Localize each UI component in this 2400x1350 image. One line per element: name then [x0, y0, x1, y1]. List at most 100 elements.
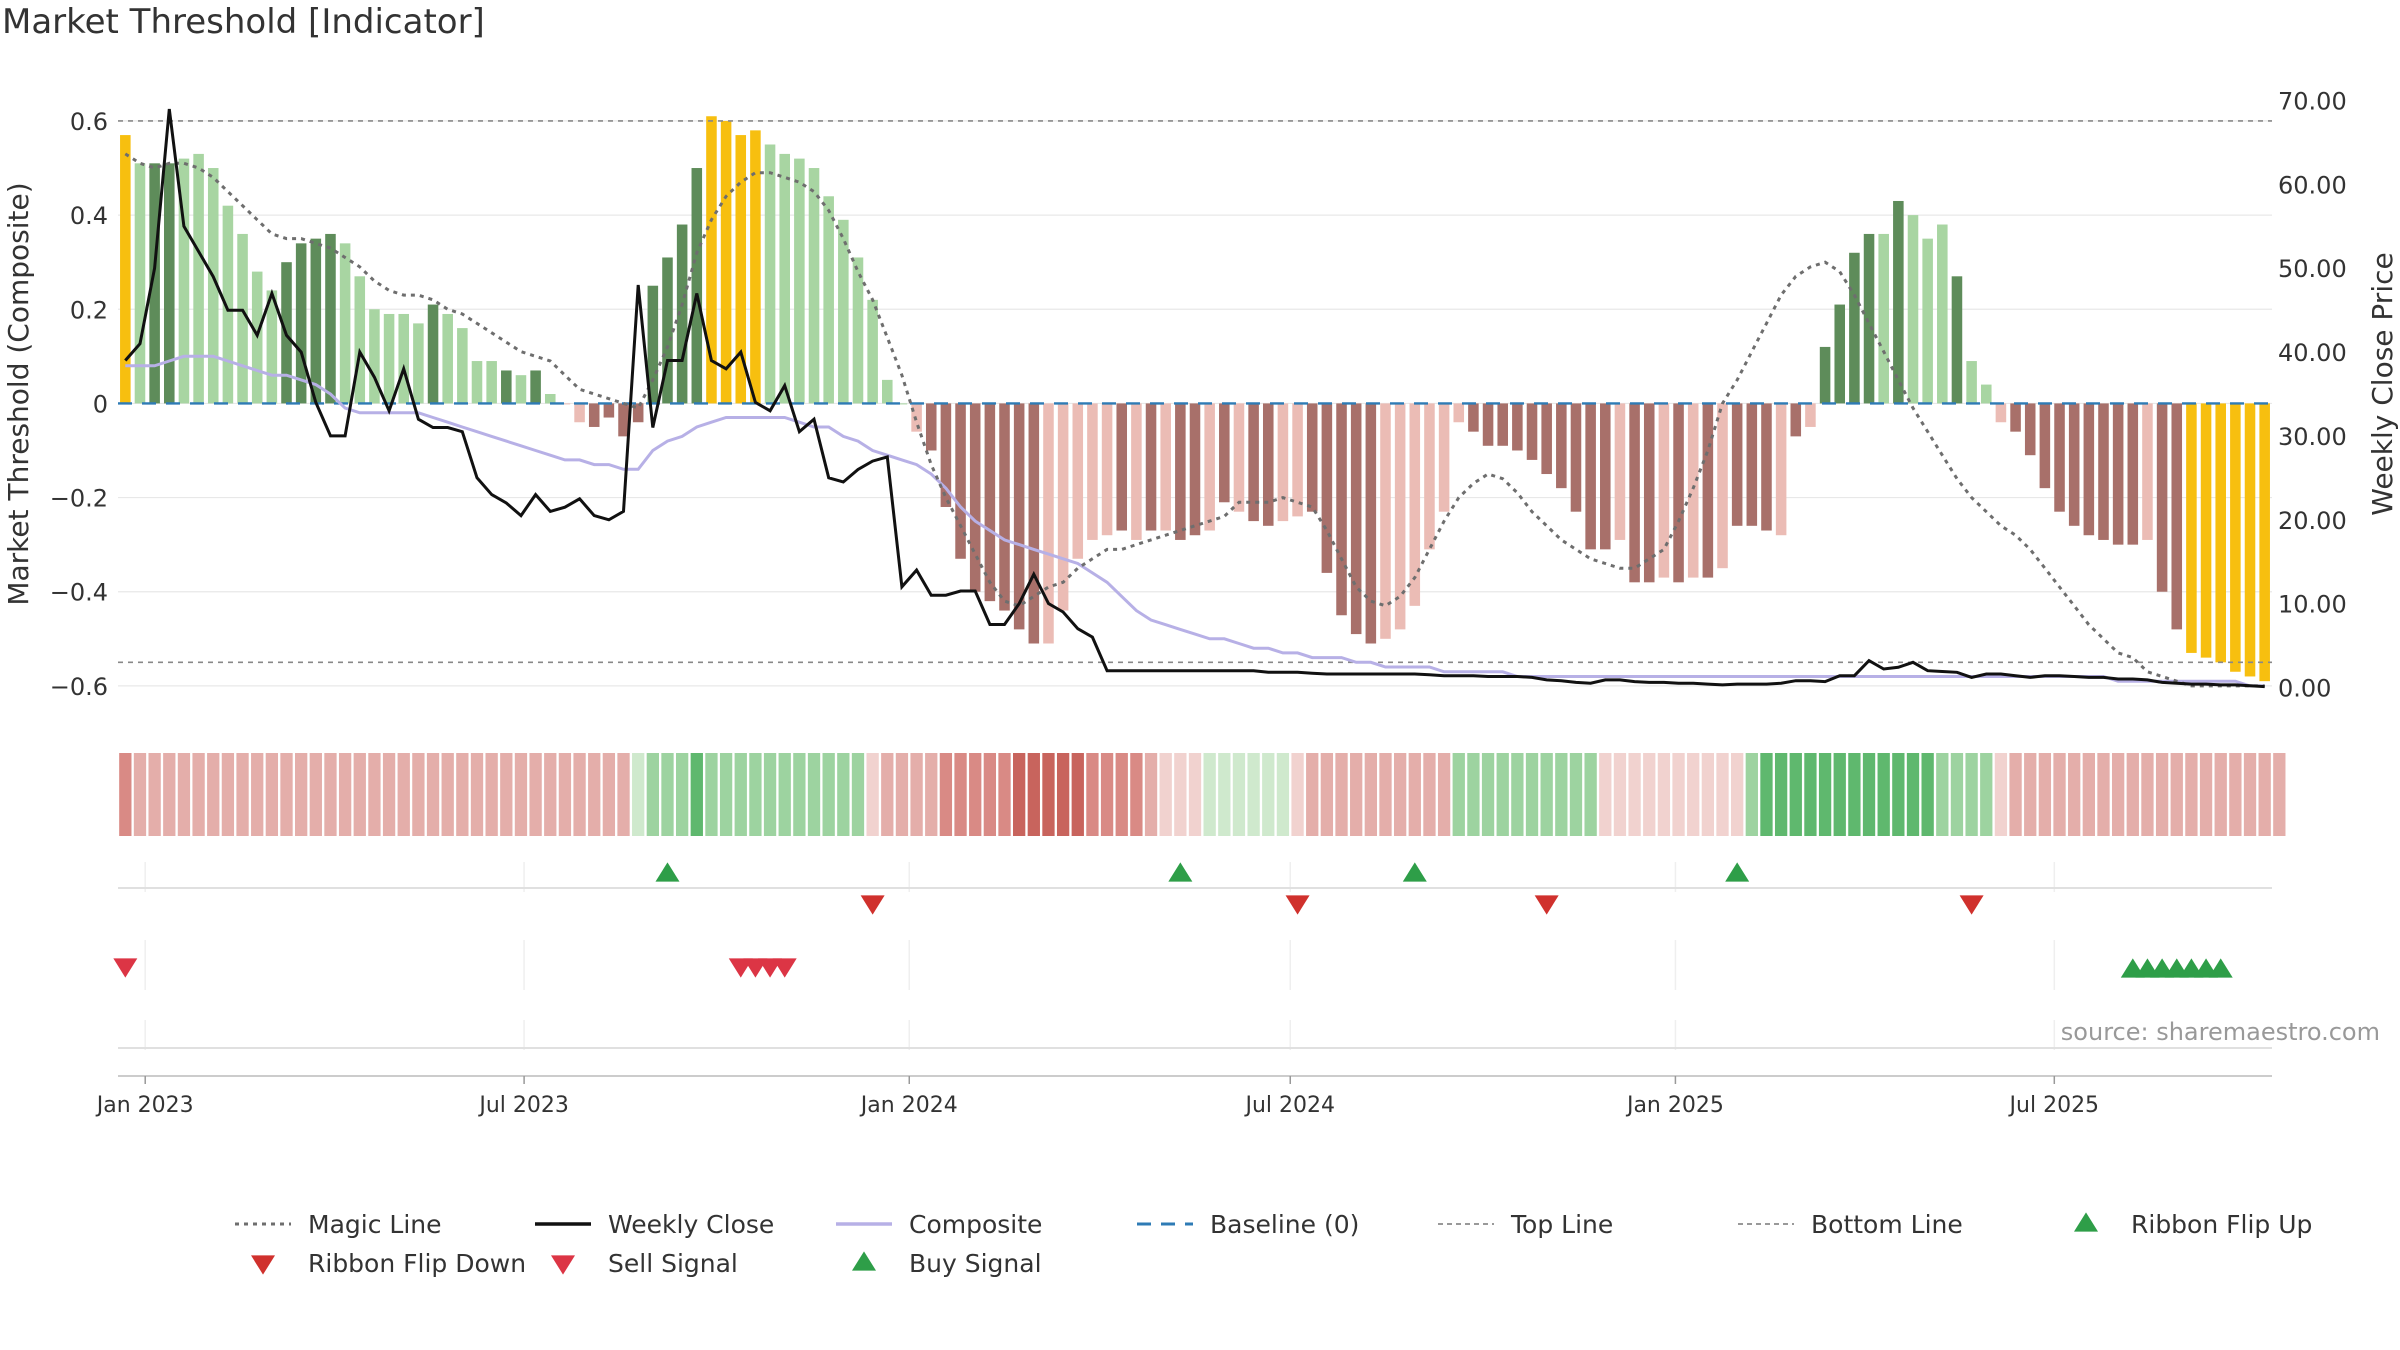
ribbon-flip-up-marker [1402, 862, 1427, 882]
ribbon-cell [1291, 753, 1304, 836]
ribbon-cell [2243, 753, 2257, 836]
y2-tick-label: 50.00 [2278, 255, 2347, 283]
y-tick-label: 0.4 [70, 202, 108, 230]
ribbon-cell [119, 753, 132, 836]
composite-bar [1570, 403, 1582, 512]
ribbon-cell [1144, 753, 1158, 836]
buy-signal-marker [2208, 958, 2233, 978]
composite-bar [1175, 403, 1186, 540]
ribbon-cell [969, 753, 982, 836]
y2-tick-label: 60.00 [2278, 171, 2347, 199]
composite-bar [149, 163, 160, 404]
composite-bar [1526, 403, 1538, 460]
composite-bar [1893, 200, 1904, 404]
composite-bar [1072, 403, 1084, 559]
ribbon-cell [1862, 753, 1876, 836]
composite-bar [1717, 403, 1728, 569]
composite-bar [662, 257, 673, 404]
composite-bar [369, 309, 380, 404]
legend-item: Ribbon Flip Up [2074, 1210, 2312, 1239]
composite-bar [178, 158, 190, 404]
legend-label: Ribbon Flip Down [308, 1249, 526, 1278]
ribbon-cell [251, 753, 264, 836]
legend-swatch [251, 1255, 275, 1275]
ribbon-flip-up-marker [655, 862, 680, 882]
composite-bar [1350, 403, 1362, 635]
composite-bar [222, 205, 234, 404]
y2-tick-label: 10.00 [2278, 591, 2347, 619]
ribbon-cell [1188, 753, 1202, 836]
ribbon-cell [1320, 753, 1334, 836]
composite-bar [1819, 346, 1831, 404]
composite-bar [1922, 238, 1933, 404]
y2-tick-label: 70.00 [2278, 88, 2347, 116]
ribbon-cell [1833, 753, 1846, 836]
ribbon-cell [661, 753, 674, 836]
y2-tick-label: 40.00 [2278, 339, 2347, 367]
composite-bar [574, 403, 585, 423]
ribbon-cell [1481, 753, 1495, 836]
ribbon-cell [1306, 753, 1319, 836]
ribbon-cell [280, 753, 293, 836]
y-tick-label: −0.2 [50, 485, 108, 513]
ribbon-cell [1628, 753, 1641, 836]
ribbon-cell [1906, 753, 1920, 836]
legend-item: Buy Signal [852, 1249, 1042, 1278]
ribbon-cell [2229, 753, 2242, 836]
composite-bar [1746, 403, 1758, 526]
composite-bar [1160, 403, 1171, 531]
ribbon-flip-down-marker [1959, 895, 1984, 915]
composite-bar [164, 163, 175, 404]
ribbon-cell [426, 753, 440, 836]
composite-bar [1731, 403, 1743, 526]
composite-bar [750, 130, 761, 404]
ribbon-cell [1921, 753, 1934, 836]
legend-label: Baseline (0) [1210, 1210, 1359, 1239]
y2-tick-label: 20.00 [2278, 507, 2347, 535]
composite-bar [1204, 403, 1215, 531]
composite-bar [471, 361, 483, 404]
ribbon-cell [456, 753, 469, 836]
ribbon-cell [1364, 753, 1377, 836]
composite-bar [1600, 403, 1611, 550]
ribbon-flip-up-marker [1725, 862, 1750, 882]
ribbon-cell [881, 753, 894, 836]
composite-bar [676, 224, 688, 404]
composite-bar [530, 370, 541, 404]
ribbon-cell [632, 753, 645, 836]
ribbon-cell [1467, 753, 1480, 836]
ribbon-cell [1994, 753, 2008, 836]
composite-bar [2156, 403, 2168, 592]
ribbon-cell [1774, 753, 1788, 836]
composite-bar [1497, 403, 1508, 446]
bars-layer [120, 116, 2270, 682]
composite-bar [1643, 403, 1655, 583]
composite-bar [647, 285, 659, 404]
ribbon-cell [368, 753, 381, 836]
ribbon-cell [1218, 753, 1231, 836]
composite-bar [1248, 403, 1259, 522]
composite-bar [1057, 403, 1069, 611]
composite-bar [2010, 403, 2021, 432]
composite-bar [1116, 403, 1128, 531]
ribbon-cell [1423, 753, 1436, 836]
composite-bar [1512, 403, 1523, 451]
composite-bar [882, 379, 893, 404]
composite-bar [2244, 403, 2256, 677]
ribbon-cell [1525, 753, 1539, 836]
legend-item: Ribbon Flip Down [251, 1249, 526, 1278]
composite-bar [559, 403, 571, 405]
x-tick-label: Jul 2025 [2008, 1093, 2100, 1118]
composite-bar [1189, 403, 1201, 536]
composite-bar [1365, 403, 1377, 644]
ribbon-cell [1232, 753, 1246, 836]
ribbon-cell [544, 753, 557, 836]
x-tick-label: Jan 2025 [1625, 1093, 1724, 1118]
ribbon-cell [338, 753, 352, 836]
composite-bar [1219, 403, 1230, 503]
ribbon-cell [763, 753, 777, 836]
ribbon-cell [1115, 753, 1128, 836]
sell-signal-marker [113, 958, 138, 978]
ribbon-cell [1569, 753, 1583, 836]
